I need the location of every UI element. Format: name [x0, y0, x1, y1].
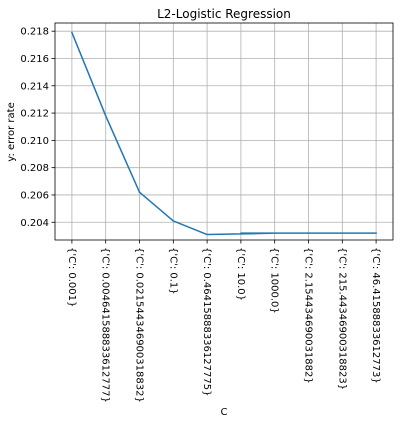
x-tick-label: {'C': 215.44346900318823} [336, 247, 347, 390]
x-tick-label: {'C': 0.004641588833612777} [100, 247, 111, 403]
y-tick-label: 0.204 [20, 218, 49, 229]
y-tick-label: 0.218 [20, 27, 49, 38]
y-tick-label: 0.206 [20, 190, 49, 201]
y-axis-label: y: error rate [6, 102, 17, 161]
y-tick-label: 0.210 [20, 136, 49, 147]
y-tick-label: 0.212 [20, 109, 49, 120]
x-tick-label: {'C': 0.46415888336127775} [201, 247, 212, 396]
y-tick-label: 0.208 [20, 163, 49, 174]
plot-frame [54, 22, 394, 241]
plot-lines [70, 31, 377, 236]
y-tick-label: 0.216 [20, 54, 49, 65]
x-tick-label: {'C': 2.154434690031882} [303, 247, 314, 384]
x-axis-label: C [221, 407, 228, 418]
y-axis-ticks: 0.204 0.206 0.208 0.210 0.212 0.214 0.216 0.218 [20, 27, 55, 229]
chart-title: L2-Logistic Regression [157, 7, 291, 21]
x-tick-label: {'C': 0.001} [66, 247, 77, 307]
x-tick-label: {'C': 0.021544346900318832} [134, 247, 145, 403]
x-tick-label: {'C': 46.41588833612773} [370, 247, 381, 384]
x-axis-ticks: {'C': 0.001} {'C': 0.004641588833612777} {… [66, 240, 381, 403]
x-tick-label: {'C': 10.0} [235, 247, 246, 301]
grid [55, 23, 393, 240]
x-tick-label: {'C': 1000.0} [269, 247, 280, 314]
y-tick-label: 0.214 [20, 81, 49, 92]
series-line [70, 31, 377, 236]
x-tick-label: {'C': 0.1} [167, 247, 178, 295]
